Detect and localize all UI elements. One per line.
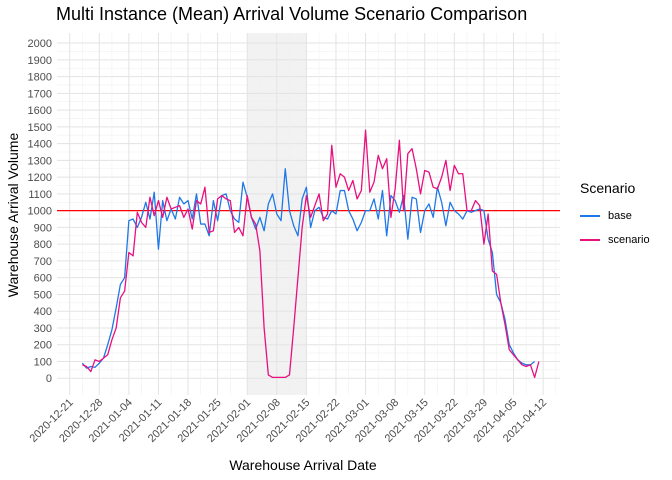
y-tick-label: 700 [34,256,52,268]
y-tick-label: 600 [34,273,52,285]
legend-item-scenario[interactable]: scenario [580,228,670,252]
y-tick-label: 900 [34,222,52,234]
y-tick-label: 1800 [28,72,52,84]
y-tick-label: 500 [34,289,52,301]
legend: Scenario base scenario [580,180,670,252]
series-line-scenario [82,129,540,379]
legend-key-base [580,215,600,217]
y-tick-label: 1100 [28,189,52,201]
y-tick-label: 1200 [28,172,52,184]
series-layer [81,129,540,379]
y-tick-label: 1600 [28,105,52,117]
y-tick-label: 100 [34,356,52,368]
legend-title: Scenario [580,180,636,196]
y-tick-layer: 0 100 200 300 400 500 600 700 800 900 1000 1100 1200… [28,38,52,385]
y-tick-label: 200 [34,340,52,352]
legend-label: base [608,210,632,222]
y-tick-label: 1400 [28,139,52,151]
y-tick-label: 800 [34,239,52,251]
y-tick-label: 1700 [28,88,52,100]
y-tick-label: 1000 [28,206,52,218]
y-tick-label: 0 [46,373,52,385]
legend-items: base scenario [580,204,670,252]
y-axis-title: Warehouse Arrival Volume [5,133,21,298]
chart-title: Multi Instance (Mean) Arrival Volume Sce… [56,4,528,24]
y-tick-label: 1300 [28,155,52,167]
y-tick-label: 1500 [28,122,52,134]
y-tick-label: 2000 [28,38,52,50]
x-tick-layer: 2020-12-212020-12-282021-01-042021-01-11… [28,397,550,445]
y-tick-label: 300 [34,323,52,335]
legend-item-base[interactable]: base [580,204,670,228]
x-axis-title: Warehouse Arrival Date [229,457,377,473]
y-tick-label: 1900 [28,55,52,67]
y-tick-label: 400 [34,306,52,318]
legend-label: scenario [608,234,650,246]
legend-key-scenario [580,239,600,241]
